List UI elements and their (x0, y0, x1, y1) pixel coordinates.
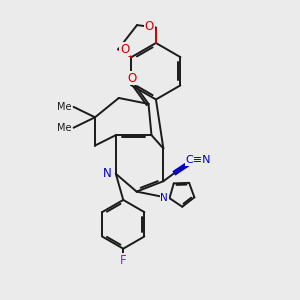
Text: O: O (120, 43, 129, 56)
Text: O: O (145, 20, 154, 34)
Text: Me: Me (57, 123, 72, 133)
Text: F: F (120, 254, 127, 267)
Text: Me: Me (57, 102, 72, 112)
Text: N: N (103, 167, 112, 180)
Text: O: O (127, 72, 136, 85)
Text: C≡N: C≡N (186, 155, 211, 165)
Text: N: N (160, 193, 168, 203)
